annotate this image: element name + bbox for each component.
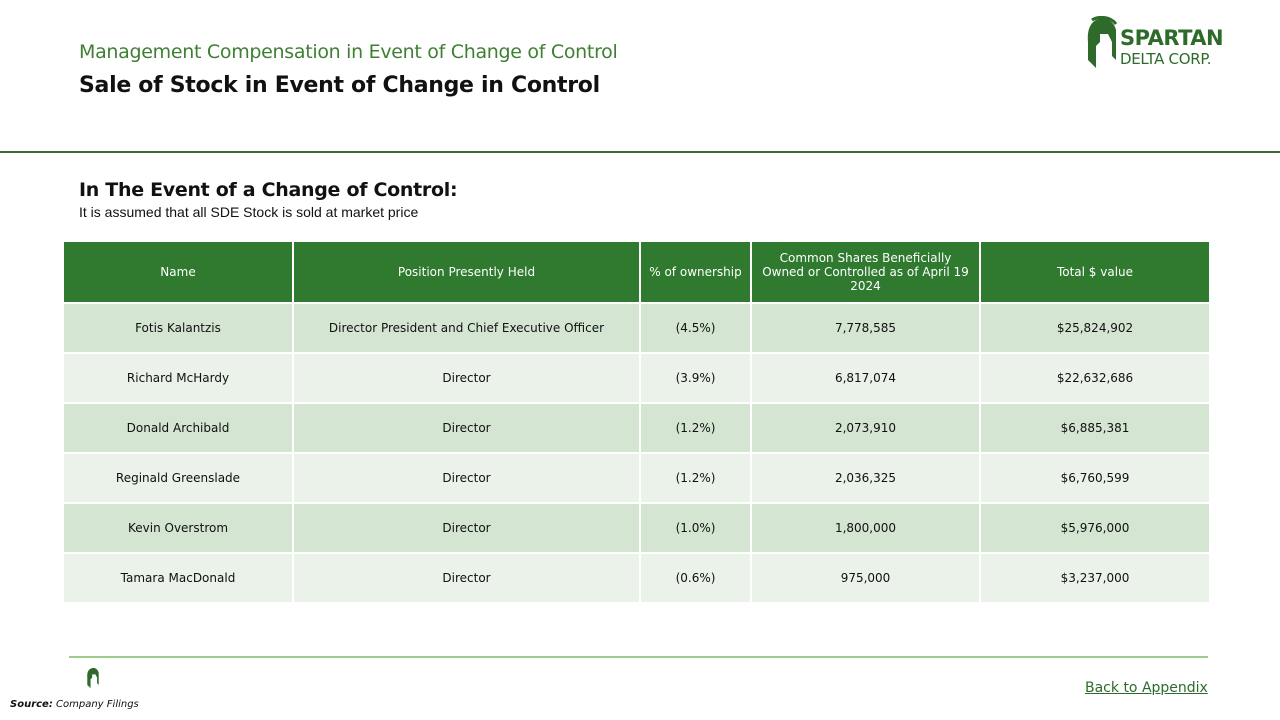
table-cell: Director (292, 552, 641, 604)
table-cell: Reginald Greenslade (62, 452, 294, 504)
table-cell: Director President and Chief Executive O… (292, 302, 641, 354)
table-cell: Richard McHardy (62, 352, 294, 404)
table-row: Richard McHardy Director (3.9%) 6,817,074 $2… (62, 352, 1211, 404)
table-cell: 1,800,000 (750, 502, 981, 554)
table-row: Fotis Kalantzis Director President and Ch… (62, 302, 1211, 354)
column-header: Position Presently Held (292, 240, 641, 304)
table-cell: Donald Archibald (62, 402, 294, 454)
table-cell: 2,036,325 (750, 452, 981, 504)
table-cell: Director (292, 502, 641, 554)
table-cell: Fotis Kalantzis (62, 302, 294, 354)
table-row: Donald Archibald Director (1.2%) 2,073,910 $… (62, 402, 1211, 454)
table-cell: $22,632,686 (979, 352, 1211, 404)
source-label: Source: (10, 699, 53, 710)
table-cell: (3.9%) (639, 352, 752, 404)
table-cell: $25,824,902 (979, 302, 1211, 354)
source-text: Company Filings (56, 699, 139, 710)
section-heading: In The Event of a Change of Control: (79, 179, 458, 201)
table-cell: Director (292, 352, 641, 404)
table: Name Position Presently Held% of ownershi… (62, 240, 1211, 604)
table-cell: (1.2%) (639, 402, 752, 454)
table-cell: (4.5%) (639, 302, 752, 354)
logo-helmet (1087, 15, 1118, 68)
logo-text: SPARTAN (1120, 26, 1224, 50)
divider (69, 656, 1208, 658)
table-cell: 2,073,910 (750, 402, 981, 454)
logo-text: DELTA CORP. (1120, 50, 1212, 68)
logo: SPARTAN DELTA CORP. (1086, 15, 1246, 72)
table-cell: Director (292, 402, 641, 454)
table-cell: Kevin Overstrom (62, 502, 294, 554)
title: Sale of Stock in Event of Change in Cont… (79, 73, 600, 98)
table-cell: (0.6%) (639, 552, 752, 604)
table-row: Tamara MacDonald Director (0.6%) 975,000 $3,… (62, 552, 1211, 604)
subtitle: Management Compensation in Event of Chan… (79, 41, 618, 63)
table-cell: Director (292, 452, 641, 504)
table-cell: $6,885,381 (979, 402, 1211, 454)
footer-logo (87, 667, 99, 689)
table-cell: Tamara MacDonald (62, 552, 294, 604)
table-cell: $5,976,000 (979, 502, 1211, 554)
section-text: It is assumed that all SDE Stock is sold… (79, 204, 419, 220)
column-header: Total $ value (979, 240, 1211, 304)
table-cell: $6,760,599 (979, 452, 1211, 504)
column-header: Name (62, 240, 294, 304)
table-cell: (1.0%) (639, 502, 752, 554)
table-cell: 7,778,585 (750, 302, 981, 354)
divider (0, 151, 1280, 153)
column-header: % of ownership (639, 240, 752, 304)
back-link[interactable]: Back to Appendix (1085, 680, 1208, 696)
table-cell: 6,817,074 (750, 352, 981, 404)
table-row: Kevin Overstrom Director (1.0%) 1,800,000 $5… (62, 502, 1211, 554)
table-cell: 975,000 (750, 552, 981, 604)
table-row: Reginald Greenslade Director (1.2%) 2,036,3… (62, 452, 1211, 504)
column-header: Common Shares Beneficially Owned or Cont… (750, 240, 981, 304)
source-note: Source: Company Filings (10, 699, 139, 710)
table-cell: (1.2%) (639, 452, 752, 504)
table-cell: $3,237,000 (979, 552, 1211, 604)
table-header: Name Position Presently Held% of ownershi… (62, 240, 1211, 304)
